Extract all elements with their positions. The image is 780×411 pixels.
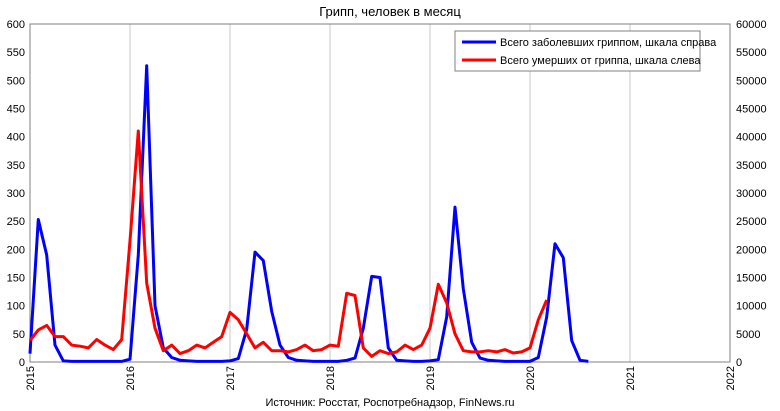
legend-label-infected: Всего заболевших гриппом, шкала справа (500, 37, 717, 49)
legend-label-deaths: Всего умерших от гриппа, шкала слева (500, 55, 701, 67)
left-tick-label: 600 (7, 19, 25, 31)
x-tick-label: 2016 (125, 366, 137, 390)
right-tick-label: 15000 (736, 273, 767, 285)
right-tick-label: 50000 (736, 75, 767, 87)
left-tick-label: 250 (7, 216, 25, 228)
right-tick-label: 10000 (736, 301, 767, 313)
right-tick-label: 40000 (736, 132, 767, 144)
left-tick-label: 300 (7, 188, 25, 200)
left-tick-label: 150 (7, 273, 25, 285)
x-tick-label: 2018 (325, 366, 337, 390)
x-tick-label: 2019 (425, 366, 437, 390)
x-tick-label: 2015 (25, 366, 37, 390)
legend-box (454, 30, 701, 72)
right-tick-label: 25000 (736, 216, 767, 228)
right-tick-label: 0 (736, 357, 742, 369)
left-tick-label: 350 (7, 160, 25, 172)
series-line-infected (28, 64, 589, 363)
left-tick-label: 200 (7, 244, 25, 256)
x-tick-label: 2020 (525, 366, 537, 390)
left-tick-label: 400 (7, 132, 25, 144)
right-tick-label: 35000 (736, 160, 767, 172)
legend: Всего заболевших гриппом, шкала справа В… (454, 30, 717, 72)
x-axis-tick-labels: 2015 2016 2017 2018 2019 2020 2021 2022 (25, 366, 737, 390)
left-axis-tick-labels: 0 50 100 150 200 250 300 350 400 450 500 550 600 (7, 19, 25, 369)
left-tick-label: 450 (7, 104, 25, 116)
right-tick-label: 20000 (736, 244, 767, 256)
left-tick-label: 100 (7, 301, 25, 313)
right-tick-label: 60000 (736, 19, 767, 31)
right-tick-label: 45000 (736, 104, 767, 116)
x-tick-label: 2022 (725, 366, 737, 390)
right-tick-label: 30000 (736, 188, 767, 200)
right-tick-label: 55000 (736, 47, 767, 59)
right-axis-tick-labels: 0 5000 10000 15000 20000 25000 30000 35000 40000… (736, 19, 767, 369)
plot-area (29, 23, 731, 363)
series-lines (28, 64, 589, 363)
left-tick-label: 0 (19, 357, 25, 369)
series-line-deaths (28, 129, 549, 358)
left-tick-label: 500 (7, 75, 25, 87)
chart-title: Грипп, человек в месяц (319, 4, 461, 19)
left-tick-label: 550 (7, 47, 25, 59)
chart-source: Источник: Росстат, Роспотребнадзор, FinN… (265, 397, 514, 409)
left-tick-label: 50 (13, 329, 25, 341)
x-tick-label: 2017 (225, 366, 237, 390)
x-tick-label: 2021 (625, 366, 637, 390)
right-tick-label: 5000 (736, 329, 760, 341)
